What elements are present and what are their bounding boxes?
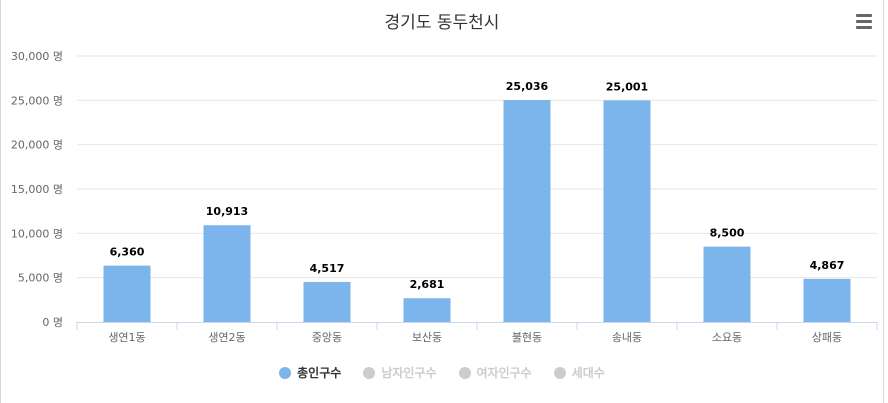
y-tick-label: 30,000 명: [11, 50, 63, 63]
legend-item[interactable]: 총인구수: [279, 364, 341, 381]
x-tick-label: 생연1동: [108, 331, 145, 344]
y-tick-label: 15,000 명: [11, 183, 63, 196]
legend-label: 총인구수: [297, 366, 342, 380]
bar: [403, 298, 451, 322]
x-tick-label: 생연2동: [208, 331, 245, 344]
x-tick-label: 소요동: [712, 331, 742, 344]
bar-chart-plot: 0 명 5,000 명 10,000 명 15,000 명 20,000 명 25,000…: [11, 50, 878, 344]
legend-marker: [553, 366, 566, 379]
data-label: 25,001: [606, 80, 648, 93]
y-tick-label: 5,000 명: [18, 272, 63, 285]
x-tick-label: 상패동: [812, 331, 842, 344]
x-tick-label: 보산동: [412, 331, 442, 344]
y-tick-label: 0 명: [42, 316, 63, 329]
data-label: 25,036: [506, 80, 549, 93]
data-label: 4,517: [310, 262, 345, 275]
data-label: 10,913: [206, 205, 248, 218]
y-tick-label: 20,000 명: [11, 139, 63, 152]
legend-label: 남자인구수: [381, 366, 437, 380]
bar: [203, 225, 251, 322]
legend-item[interactable]: 세대수: [553, 364, 605, 381]
legend-label: 세대수: [571, 366, 605, 380]
bar: [303, 281, 351, 322]
legend-marker: [279, 366, 292, 379]
chart-title: 경기도 동두천시: [384, 13, 500, 33]
legend-item[interactable]: 여자인구수: [458, 364, 532, 381]
bar: [103, 265, 151, 322]
data-label: 4,867: [810, 259, 845, 272]
data-label: 2,681: [410, 278, 445, 291]
bar: [803, 278, 851, 322]
bar: [703, 246, 751, 322]
data-label: 8,500: [710, 227, 745, 240]
x-tick-label: 불현동: [512, 331, 542, 344]
x-tick-label: 송내동: [612, 331, 642, 344]
legend-marker: [363, 366, 376, 379]
y-tick-label: 25,000 명: [11, 94, 63, 107]
y-tick-label: 10,000 명: [11, 227, 63, 240]
data-label: 6,360: [110, 246, 145, 259]
x-tick-label: 중앙동: [312, 331, 342, 344]
chart-legend: 총인구수 남자인구수 여자인구수 세대수: [1, 364, 883, 381]
legend-item[interactable]: 남자인구수: [363, 364, 437, 381]
menu-icon[interactable]: [854, 14, 874, 32]
legend-label: 여자인구수: [476, 366, 532, 380]
bar: [603, 100, 651, 322]
legend-marker: [458, 366, 471, 379]
bar: [503, 100, 551, 322]
